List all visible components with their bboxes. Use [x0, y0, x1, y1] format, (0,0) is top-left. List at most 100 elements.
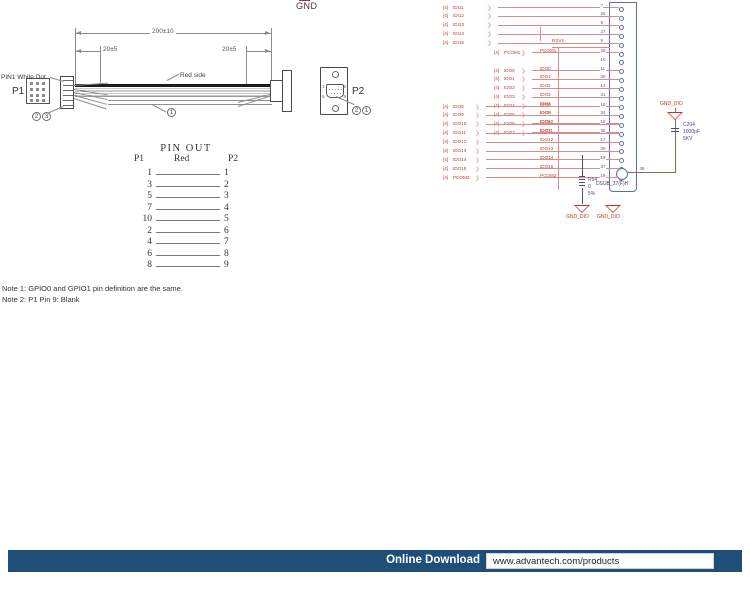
shield-wire-horizontal [628, 172, 676, 173]
dim-right-text: 20±5 [220, 46, 239, 53]
dim-arrow-right [265, 30, 270, 35]
signal-name: IDI13 [453, 22, 464, 28]
signal-port-ref: [4] [494, 85, 500, 91]
pinout-header-row: P1 Red P2 [130, 154, 242, 168]
pinout-p2-pin: 1 [224, 168, 229, 178]
dim-tick-left-seg [100, 46, 101, 84]
net-name: IDO9 [540, 110, 551, 116]
signal-port-ref: [4] [494, 49, 500, 55]
pinout-header-red: Red [174, 154, 190, 164]
footer-url-box[interactable]: www.advantech.com/products [486, 553, 714, 569]
dsub-pin-circle [619, 15, 624, 21]
balloon-p2-b: 1 [362, 106, 371, 115]
pinout-wire [156, 208, 220, 210]
dim-tick-left [75, 28, 76, 84]
red-side-leader [166, 73, 180, 81]
dsub-pin-number: 36 [600, 146, 606, 151]
signal-port-ref: [4] [443, 121, 449, 127]
balloon-p2-a: 2 [352, 106, 361, 115]
offpage-connector-icon: 》 [476, 158, 482, 165]
net-name: IDO15 [540, 163, 554, 169]
p1-pin [63, 85, 73, 87]
signal-name: IDO8 [453, 103, 464, 109]
dsub-pin-number: 31 [600, 92, 606, 98]
pinout-p1-pin: 4 [147, 237, 152, 247]
offpage-connector-icon: 》 [522, 78, 528, 85]
dim-left-text: 20±5 [101, 46, 120, 53]
pinout-p2-pin: 6 [224, 225, 229, 236]
dsub37-schematic: DSUB_37(F)H 39 [4] IDI11 》 7 [4] IDI12 》 26 [4] I… [436, 0, 750, 230]
signal-wire [498, 33, 619, 35]
signal-name: IDO0 [504, 67, 515, 73]
signal-port-ref: [4] [494, 130, 499, 135]
signal-name: IDO15 [453, 165, 467, 171]
p1-pin [63, 105, 73, 107]
overline-bar [299, 0, 310, 1]
offpage-connector-icon: 》 [488, 42, 494, 49]
pinout-p1-pin: 8 [147, 260, 152, 270]
signal-port-ref: [4] [443, 4, 449, 10]
signal-name: IDO4 [504, 103, 515, 108]
p2-pin-num-6: 6 [322, 94, 325, 99]
gnd-dio-symbol-left [574, 203, 591, 213]
net-name: IDO3 [540, 92, 551, 98]
signal-wire [532, 70, 619, 71]
dsub-pin-number: 11 [600, 65, 606, 71]
net-name: IDO0 [540, 65, 551, 71]
net-name: IDO14 [540, 154, 554, 160]
dsub-pin-number: 8 [600, 20, 604, 26]
signal-name: IDO6 [504, 121, 515, 126]
offpage-connector-icon: 》 [476, 167, 482, 174]
offpage-connector-icon: 》 [488, 6, 494, 13]
pinout-table: PIN OUT P1 Red P2 1 1 3 2 5 3 7 4 10 5 2 6 4 7 6 8 8 9 [130, 143, 242, 273]
pinout-header-p1: P1 [134, 154, 145, 164]
net-name: IDO11 [540, 128, 553, 134]
fan-wire-run [108, 104, 272, 105]
pinout-p2-pin: 9 [224, 260, 229, 270]
pinout-p2-pin: 5 [224, 214, 229, 224]
offpage-connector-icon: 》 [476, 176, 482, 183]
shield-pin-number: 39 [639, 166, 645, 171]
capacitor-c204-value: 1000pF [683, 129, 700, 135]
net-name: PCOM1 [540, 47, 557, 53]
pinout-header-p2: P2 [227, 154, 238, 164]
dsub-pin-circle [619, 96, 624, 101]
resistor-r94-ref: R94 [588, 177, 598, 183]
signal-name: PCOM1 [504, 49, 521, 55]
pinout-p1-pin: 3 [147, 179, 152, 190]
rsv1-wire [552, 47, 610, 48]
pinout-p1-pin: 6 [147, 248, 152, 259]
note-1: Note 1: GPIO0 and GPIO1 pin definition a… [2, 284, 183, 293]
signal-port-ref: [4] [443, 174, 449, 180]
pinout-p1-pin: 2 [147, 225, 152, 236]
pinout-title: PIN OUT [160, 143, 212, 154]
signal-name: IDO10 [453, 121, 467, 127]
signal-wire [486, 106, 619, 107]
screw-hole-top [331, 71, 339, 78]
gnd-dio-label-left: GND_DIO [566, 214, 589, 220]
dim-line-right [246, 51, 271, 52]
pinout-row: 10 5 [130, 214, 242, 226]
pinout-p2-pin: 8 [224, 248, 229, 259]
signal-port-ref: [4] [494, 103, 499, 108]
signal-port-ref: [4] [494, 112, 499, 117]
pinout-rows: 1 1 3 2 5 3 7 4 10 5 2 6 4 7 6 8 8 9 [130, 168, 242, 272]
pinout-p1-pin: 10 [142, 214, 153, 224]
dsub-pin-number: 27 [600, 29, 606, 35]
pcom1-drop [540, 27, 541, 41]
dsub-shield-pin-circle [616, 168, 628, 180]
dim-tick-right [271, 28, 272, 84]
signal-wire [532, 52, 619, 53]
dsub-pin-number: 37 [600, 163, 606, 169]
pinout-p1-pin: 5 [147, 191, 152, 201]
dsub-pin-circle [619, 42, 624, 48]
cable-assembly-drawing: 200±10 20±5 20±5 Red side 1 [0, 22, 400, 132]
net-name: IDO5 [540, 110, 551, 115]
net-name: IDO7 [540, 127, 551, 133]
dsub-pin-number: 9 [600, 38, 604, 44]
signal-name: IDO11 [453, 130, 466, 136]
